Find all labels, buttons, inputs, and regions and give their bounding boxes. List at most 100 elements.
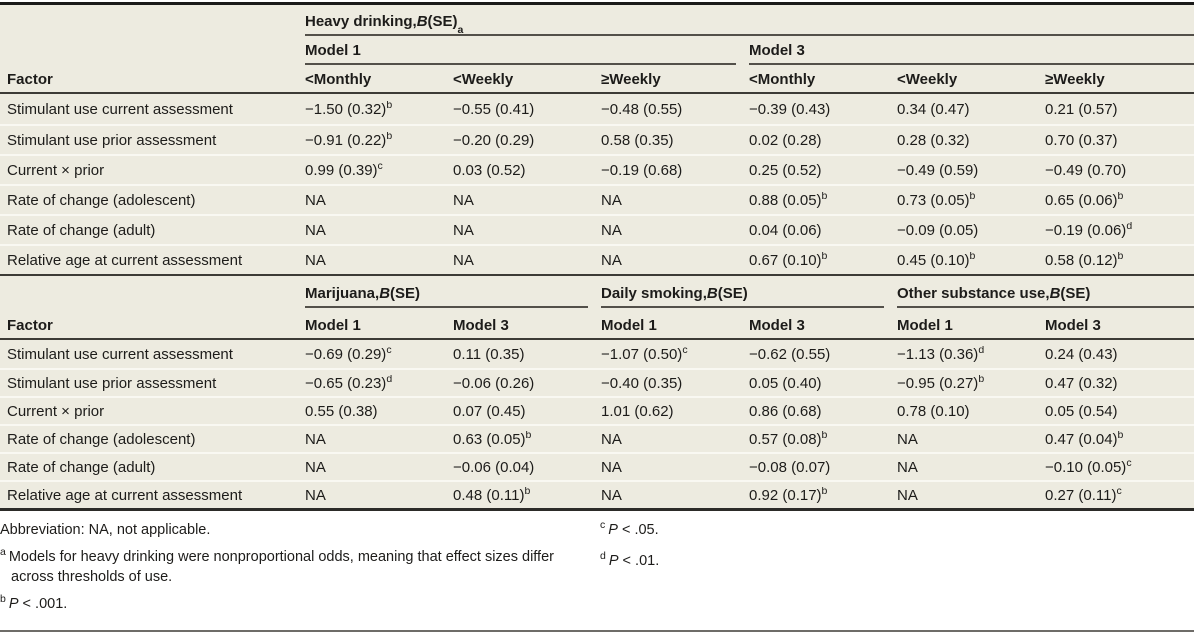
table-row: Relative age at current assessment NA NA NA… bbox=[0, 244, 1194, 274]
table-row: Relative age at current assessment NA 0.48… bbox=[0, 480, 1194, 508]
value-cell: 0.86 (0.68) bbox=[749, 402, 822, 420]
factor-cell: Relative age at current assessment bbox=[7, 251, 243, 269]
table-row: Rate of change (adult) NA −0.06 (0.04) NA −0… bbox=[0, 452, 1194, 480]
table2-subheader-smoking-model1: Model 1 bbox=[601, 317, 657, 334]
value-cell: 0.47 (0.04)b bbox=[1045, 430, 1124, 448]
factor-cell: Rate of change (adolescent) bbox=[7, 191, 196, 209]
value-cell: NA bbox=[453, 251, 474, 269]
value-cell: 0.99 (0.39)c bbox=[305, 161, 383, 179]
value-cell: 0.92 (0.17)b bbox=[749, 486, 828, 504]
value-cell: −1.13 (0.36)d bbox=[897, 345, 985, 363]
value-cell: 0.55 (0.38) bbox=[305, 402, 378, 420]
value-cell: NA bbox=[453, 191, 474, 209]
factor-cell: Rate of change (adult) bbox=[7, 458, 156, 476]
value-cell: −0.55 (0.41) bbox=[453, 100, 535, 118]
value-cell: −0.69 (0.29)c bbox=[305, 345, 392, 363]
value-cell: −0.19 (0.68) bbox=[601, 161, 683, 179]
table-heavy-drinking: Factor Heavy drinking, B (SE) a Model 1 M… bbox=[0, 5, 1194, 276]
value-cell: 0.65 (0.06)b bbox=[1045, 191, 1124, 209]
table2-factor-column-header: Factor bbox=[7, 317, 53, 334]
factor-cell: Rate of change (adult) bbox=[7, 221, 156, 239]
table-row: Stimulant use current assessment −0.69 (0… bbox=[0, 340, 1194, 368]
factor-cell: Stimulant use current assessment bbox=[7, 345, 233, 363]
table2-group-header-daily-smoking: Daily smoking, B (SE) bbox=[601, 276, 884, 308]
value-cell: 0.47 (0.32) bbox=[1045, 374, 1118, 392]
value-cell: 0.58 (0.35) bbox=[601, 131, 674, 149]
value-cell: −0.95 (0.27)b bbox=[897, 374, 985, 392]
value-cell: 0.03 (0.52) bbox=[453, 161, 526, 179]
value-cell: −1.07 (0.50)c bbox=[601, 345, 688, 363]
value-cell: 0.05 (0.54) bbox=[1045, 402, 1118, 420]
table1-header: Factor Heavy drinking, B (SE) a Model 1 M… bbox=[0, 5, 1194, 94]
value-cell: NA bbox=[601, 486, 622, 504]
value-cell: 0.04 (0.06) bbox=[749, 221, 822, 239]
factor-cell: Current × prior bbox=[7, 402, 105, 420]
abbreviation-note: Abbreviation: NA, not applicable. bbox=[0, 522, 211, 538]
table2-body: Stimulant use current assessment −0.69 (0… bbox=[0, 340, 1194, 511]
value-cell: 0.63 (0.05)b bbox=[453, 430, 532, 448]
value-cell: NA bbox=[305, 221, 326, 239]
table2-subheader-other-model1: Model 1 bbox=[897, 317, 953, 334]
factor-cell: Current × prior bbox=[7, 161, 105, 179]
value-cell: 0.67 (0.10)b bbox=[749, 251, 828, 269]
value-cell: −0.10 (0.05)c bbox=[1045, 458, 1132, 476]
table2-group-header-other-substance-use: Other substance use, B (SE) bbox=[897, 276, 1194, 308]
value-cell: NA bbox=[453, 221, 474, 239]
table1-body: Stimulant use current assessment −1.50 (0… bbox=[0, 94, 1194, 276]
value-cell: 0.21 (0.57) bbox=[1045, 100, 1118, 118]
value-cell: NA bbox=[601, 430, 622, 448]
value-cell: NA bbox=[897, 486, 918, 504]
table-row: Stimulant use prior assessment −0.91 (0.2… bbox=[0, 124, 1194, 154]
value-cell: −0.49 (0.59) bbox=[897, 161, 979, 179]
factor-cell: Stimulant use prior assessment bbox=[7, 374, 217, 392]
table-row: Rate of change (adolescent) NA 0.63 (0.05)… bbox=[0, 424, 1194, 452]
table1-subheader-geweekly-m3: ≥Weekly bbox=[1045, 71, 1105, 88]
value-cell: 0.27 (0.11)c bbox=[1045, 486, 1122, 504]
table1-group-header-heavy-drinking: Heavy drinking, B (SE) a bbox=[305, 5, 1194, 36]
footnote-a: a Models for heavy drinking were nonpropo… bbox=[0, 546, 554, 585]
factor-cell: Relative age at current assessment bbox=[7, 486, 243, 504]
footnotes-left-column: Abbreviation: NA, not applicable. a Model… bbox=[0, 520, 600, 621]
table2-group-header-marijuana: Marijuana, B (SE) bbox=[305, 276, 588, 308]
value-cell: 1.01 (0.62) bbox=[601, 402, 674, 420]
value-cell: −0.65 (0.23)d bbox=[305, 374, 393, 392]
figure-bottom-rule bbox=[0, 630, 1194, 632]
value-cell: −0.49 (0.70) bbox=[1045, 161, 1127, 179]
value-cell: 0.02 (0.28) bbox=[749, 131, 822, 149]
table-top-rule bbox=[0, 2, 1194, 5]
value-cell: −0.06 (0.26) bbox=[453, 374, 535, 392]
table-row: Current × prior 0.99 (0.39)c 0.03 (0.52) −0… bbox=[0, 154, 1194, 184]
value-cell: −1.50 (0.32)b bbox=[305, 100, 393, 118]
value-cell: −0.91 (0.22)b bbox=[305, 131, 393, 149]
value-cell: −0.19 (0.06)d bbox=[1045, 221, 1133, 239]
value-cell: 0.11 (0.35) bbox=[453, 345, 525, 363]
value-cell: −0.40 (0.35) bbox=[601, 374, 683, 392]
value-cell: NA bbox=[305, 458, 326, 476]
value-cell: 0.73 (0.05)b bbox=[897, 191, 976, 209]
value-cell: −0.20 (0.29) bbox=[453, 131, 535, 149]
table2-header: Factor Marijuana, B (SE) Daily smoking, … bbox=[0, 276, 1194, 340]
value-cell: NA bbox=[897, 458, 918, 476]
table1-subheader-weekly-m1: <Weekly bbox=[453, 71, 514, 88]
factor-cell: Rate of change (adolescent) bbox=[7, 430, 196, 448]
table-row: Stimulant use prior assessment −0.65 (0.2… bbox=[0, 368, 1194, 396]
value-cell: −0.06 (0.04) bbox=[453, 458, 535, 476]
table2-subheader-other-model3: Model 3 bbox=[1045, 317, 1101, 334]
value-cell: NA bbox=[305, 251, 326, 269]
table-row: Rate of change (adult) NA NA NA 0.04 (0.06) −… bbox=[0, 214, 1194, 244]
value-cell: 0.58 (0.12)b bbox=[1045, 251, 1124, 269]
value-cell: 0.24 (0.43) bbox=[1045, 345, 1118, 363]
table-row: Rate of change (adolescent) NA NA NA 0.88 (0… bbox=[0, 184, 1194, 214]
table1-model3-header: Model 3 bbox=[749, 36, 1194, 65]
value-cell: −0.48 (0.55) bbox=[601, 100, 683, 118]
value-cell: −0.09 (0.05) bbox=[897, 221, 979, 239]
table1-model1-header: Model 1 bbox=[305, 36, 736, 65]
value-cell: −0.08 (0.07) bbox=[749, 458, 831, 476]
value-cell: 0.28 (0.32) bbox=[897, 131, 970, 149]
value-cell: NA bbox=[601, 458, 622, 476]
value-cell: NA bbox=[305, 430, 326, 448]
